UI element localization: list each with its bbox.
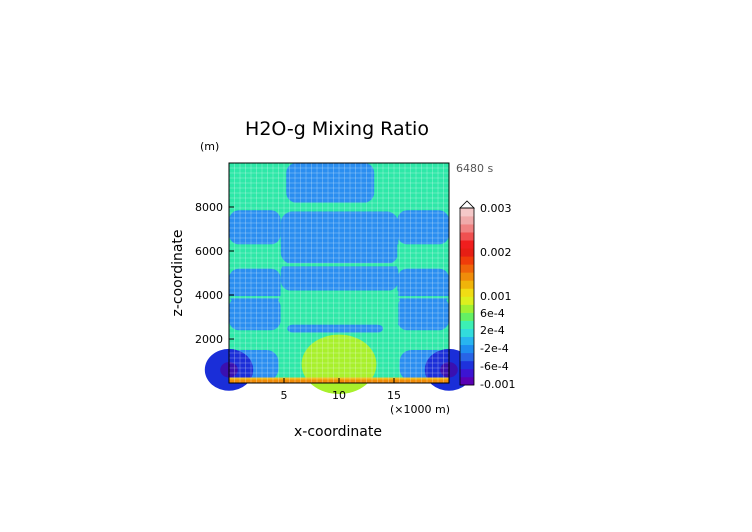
colorbar-segment	[460, 208, 474, 217]
y-tick-label: 4000	[195, 289, 223, 302]
time-label: 6480 s	[456, 162, 493, 175]
colorbar-tick-label: 2e-4	[480, 324, 505, 337]
dry-band-left-upper	[229, 210, 281, 245]
gap-center-1	[280, 263, 399, 267]
y-tick-label: 2000	[195, 333, 223, 346]
colorbar-segment	[460, 224, 474, 233]
colorbar-segment	[460, 376, 474, 386]
colorbar-segment	[460, 272, 474, 281]
dry-band-right-upper	[397, 210, 449, 245]
x-axis-ticks: 5 10 15	[281, 378, 401, 402]
colorbar-labels: 0.003 0.002 0.001 6e-4 2e-4 -2e-4 -6e-4 -0.001	[480, 202, 515, 391]
x-axis-label: x-coordinate	[294, 424, 382, 440]
colorbar-frame	[459, 207, 475, 386]
colorbar-tick-label: -6e-4	[480, 360, 509, 373]
y-tick-label: 8000	[195, 201, 223, 214]
colorbar-segment	[460, 320, 474, 329]
x-tick-label: 5	[281, 389, 288, 402]
gap-upper	[280, 202, 399, 212]
colorbar-segment	[460, 368, 474, 378]
gap-center-2	[280, 290, 399, 324]
colorbar-tick-label: 6e-4	[480, 307, 505, 320]
colorbar-segment	[460, 232, 474, 241]
colorbar-tick-label: -0.001	[480, 378, 515, 391]
colorbar-segment	[460, 336, 474, 346]
dry-band-right-mid	[397, 268, 449, 304]
gap-right-1	[397, 244, 449, 269]
colorbar-segment	[460, 256, 474, 265]
x-unit-label: (×1000 m)	[390, 403, 450, 416]
colorbar-tick-label: 0.002	[480, 246, 512, 259]
dry-band-right-low	[397, 297, 449, 331]
gap-left-2	[229, 296, 281, 299]
dry-band-left-mid	[229, 268, 281, 304]
colorbar-segment	[460, 288, 474, 297]
dry-band-thin-overlay	[287, 324, 383, 333]
colorbar-segment	[460, 352, 474, 362]
colorbar-segment	[460, 248, 474, 257]
colorbar-segment	[460, 216, 474, 225]
colorbar-tick-label: 0.001	[480, 290, 512, 303]
gap-right-2	[397, 296, 449, 299]
colorbar-segment	[460, 240, 474, 249]
x-tick-label: 15	[387, 389, 401, 402]
y-unit-label: (m)	[200, 140, 219, 153]
colorbar	[459, 200, 475, 386]
colorbar-tick-label: -2e-4	[480, 342, 509, 355]
colorbar-segment	[460, 296, 474, 305]
y-tick-label: 6000	[195, 245, 223, 258]
colorbar-segment	[460, 344, 474, 354]
y-axis-ticks: 2000 4000 6000 8000	[195, 201, 234, 346]
plot-grid	[229, 163, 449, 383]
colorbar-segment	[460, 360, 474, 370]
y-axis-label: z-coordinate	[170, 229, 186, 316]
colorbar-segment	[460, 280, 474, 289]
colorbar-segment	[460, 312, 474, 321]
dry-band-left-low	[229, 297, 281, 331]
gap-left-1	[229, 244, 281, 269]
x-tick-label: 10	[332, 389, 346, 402]
dry-band-center-mid	[280, 262, 399, 291]
colorbar-tick-label: 0.003	[480, 202, 512, 215]
colorbar-segment	[460, 264, 474, 273]
dry-band-center-upper	[280, 211, 399, 265]
colorbar-segment	[460, 328, 474, 338]
colorbar-over-arrow	[459, 200, 475, 209]
colorbar-segment	[460, 304, 474, 313]
chart-title: H2O-g Mixing Ratio	[245, 118, 429, 140]
